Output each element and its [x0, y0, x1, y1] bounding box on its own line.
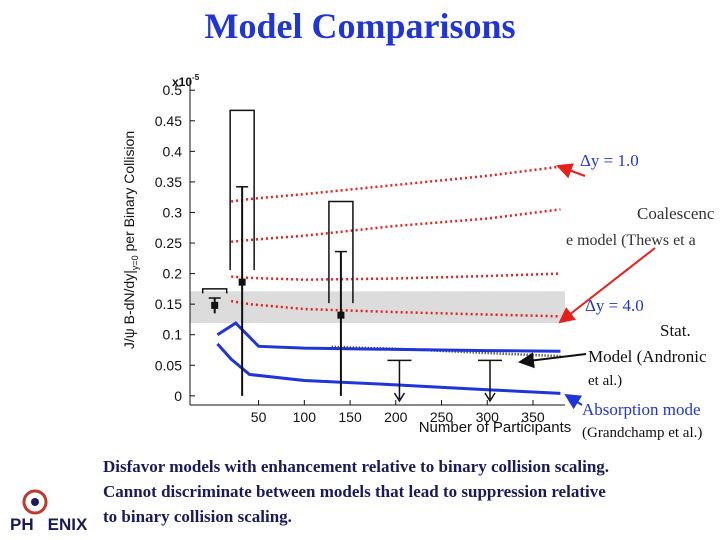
annotation: Δy = 4.0 — [585, 296, 644, 315]
model-curve — [216, 321, 561, 353]
model-curve — [216, 342, 561, 395]
annotation: Coalescenc — [637, 204, 715, 223]
model-curve — [231, 208, 561, 244]
slide-title: Model Comparisons — [204, 6, 515, 46]
logo: PH ENIX — [10, 489, 88, 534]
y-tick-label: 0.4 — [163, 143, 183, 159]
y-axis-label-main: J/ψ B-dN/dy| — [121, 270, 137, 349]
y-tick-label: 0.3 — [163, 204, 183, 220]
y-tick-label: 0.05 — [155, 357, 182, 373]
upper-limit-arrow — [393, 360, 406, 403]
model-curve — [230, 165, 561, 203]
arrow — [518, 352, 587, 369]
y-tick-label: 0.45 — [155, 113, 182, 129]
uncertainty-band — [190, 291, 565, 324]
annotation: Stat. — [660, 321, 691, 340]
x-tick-label: 350 — [521, 409, 545, 425]
logo-icon — [22, 489, 48, 515]
upper-limit-arrow — [484, 360, 496, 403]
systematic-bracket — [229, 109, 255, 271]
systematic-bracket — [328, 200, 354, 304]
y-tick-label: 0 — [174, 388, 182, 404]
x-tick-label: 250 — [430, 409, 454, 425]
model-curve — [231, 272, 561, 281]
model-curve — [230, 299, 561, 318]
logo-part: ENIX — [48, 515, 88, 534]
y-tick-label: 0.5 — [163, 82, 183, 98]
y-tick-label: 0.15 — [155, 296, 182, 312]
y-scale-exp: -5 — [192, 73, 200, 82]
y-tick-label: 0.1 — [163, 327, 183, 343]
annotation: Model (Andronic — [588, 347, 707, 366]
caption-line: Cannot discriminate between models that … — [103, 482, 606, 501]
logo-icon — [31, 498, 39, 506]
annotation: Δy = 1.0 — [580, 151, 639, 170]
x-tick-label: 50 — [251, 409, 267, 425]
logo-text: PH ENIX — [10, 515, 88, 534]
plot-background — [100, 78, 565, 438]
data-point — [211, 301, 219, 309]
arrow — [558, 247, 656, 324]
data-point — [238, 278, 246, 286]
x-axis-label: Number of Participants — [419, 419, 572, 436]
x-tick-label: 150 — [338, 409, 362, 425]
y-axis-label: J/ψ B-dN/dy|y=0 per Binary Collision — [121, 131, 140, 349]
y-axis-label-end: per Binary Collision — [121, 131, 137, 256]
y-tick-label: 0.25 — [155, 235, 182, 251]
x-tick-label: 200 — [384, 409, 408, 425]
arrow — [556, 163, 586, 179]
caption-line: to binary collision scaling. — [103, 507, 292, 526]
annotation: Absorption mode — [582, 400, 701, 419]
data-point — [337, 311, 345, 319]
systematic-bracket — [201, 288, 228, 294]
annotation: et al.) — [588, 373, 622, 389]
y-axis-label-sub: y=0 — [130, 255, 140, 270]
y-tick-label: 0.2 — [163, 266, 183, 282]
y-tick-label: 0.35 — [155, 174, 182, 190]
annotation: (Grandchamp et al.) — [582, 425, 702, 441]
annotation: e model (Thews et a — [566, 232, 696, 249]
logo-part: PH — [10, 515, 34, 534]
arrow — [564, 393, 583, 410]
y-scale-label: x10-5 — [172, 73, 200, 89]
y-scale-base: x10 — [172, 75, 192, 89]
x-tick-label: 100 — [293, 409, 317, 425]
caption-line: Disfavor models with enhancement relativ… — [103, 457, 609, 476]
x-tick-label: 300 — [476, 409, 500, 425]
